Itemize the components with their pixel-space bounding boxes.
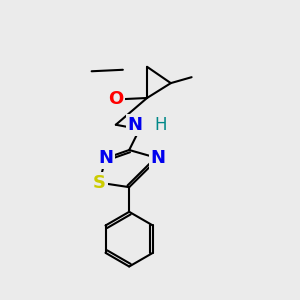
Text: H: H [154,116,167,134]
Text: O: O [108,91,123,109]
Text: N: N [98,149,113,167]
Text: S: S [93,174,106,192]
Text: N: N [128,116,142,134]
Text: N: N [151,149,166,167]
